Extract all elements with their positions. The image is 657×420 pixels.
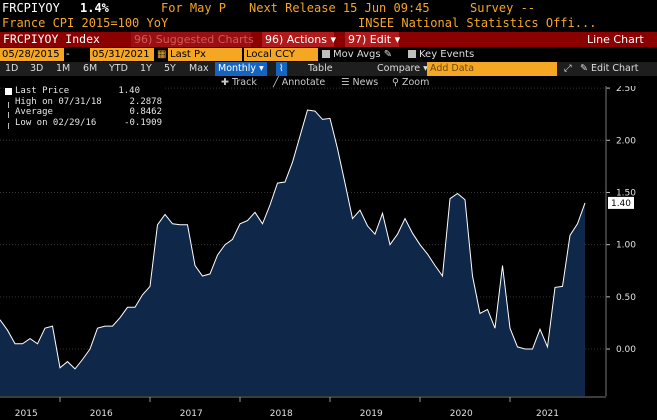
series-area (0, 110, 585, 396)
period-1y[interactable]: 1Y (140, 63, 152, 74)
compare-dropdown[interactable]: Compare ▾ (377, 63, 428, 74)
checkbox-icon (408, 50, 416, 58)
y-tick-label: 2.50 (616, 86, 636, 94)
legend-last-price: Last Price 1.40 (4, 86, 164, 97)
edit-button[interactable]: 97) Edit ▾ (345, 32, 400, 47)
legend-high: High on 07/31/18 2.2878 (4, 97, 164, 108)
y-tick-label: 1.50 (616, 188, 636, 198)
last-value-box (608, 196, 634, 209)
x-tick-label: 2015 (15, 409, 38, 419)
security-name[interactable]: FRCPIYOY Index (0, 32, 130, 47)
period-6m[interactable]: 6M (83, 63, 98, 74)
chart-tools: ✚ Track ╱ Annotate ☰ News ⚲ Zoom (0, 77, 657, 89)
toolbar: FRCPIYOY Index 96) Suggested Charts 96) … (0, 32, 657, 47)
zoom-tool[interactable]: ⚲ Zoom (392, 77, 430, 88)
news-tool[interactable]: ☰ News (341, 77, 379, 88)
last-value-label: 1.40 (611, 199, 631, 209)
description-row: France CPI 2015=100 YoY INSEE National S… (0, 15, 657, 31)
actions-button[interactable]: 96) Actions ▾ (262, 32, 336, 47)
calendar-icon[interactable]: ▦ (157, 49, 167, 60)
table-button[interactable]: Table (308, 63, 333, 74)
expand-icon[interactable]: ⤢ (564, 63, 572, 74)
add-data-input[interactable]: Add Data (427, 62, 557, 76)
x-tick-label: 2020 (450, 409, 473, 419)
y-tick-label: 1.00 (616, 241, 636, 251)
legend-marker (8, 101, 9, 108)
legend: Last Price 1.40 High on 07/31/18 2.2878 … (4, 86, 164, 136)
start-date-field[interactable]: 05/28/2015 (0, 48, 64, 61)
period-5y[interactable]: 5Y (164, 63, 176, 74)
for-period: For May P (161, 1, 227, 15)
field-selector[interactable]: Last Px (168, 48, 242, 61)
y-tick-label: 0.50 (616, 293, 636, 303)
x-tick-label: 2016 (90, 409, 113, 419)
pencil-icon: ✎ (383, 49, 393, 60)
last-value: 1.4% (80, 1, 109, 15)
period-1d[interactable]: 1D (5, 63, 19, 74)
date-separator: - (66, 49, 70, 60)
edit-chart-button[interactable]: ✎ Edit Chart (580, 63, 639, 74)
line-chart[interactable]: 2.502.001.501.000.500.00 2015 2016 2017 201… (0, 86, 657, 420)
legend-low: Low on 02/29/16 -0.1909 (4, 118, 164, 129)
legend-marker (8, 112, 9, 118)
period-row: 1D 3D 1M 6M YTD 1Y 5Y Max Monthly ▾ ⌇ Ta… (0, 62, 657, 76)
chart-type-label[interactable]: Line Chart (587, 33, 644, 46)
period-ytd[interactable]: YTD (109, 63, 128, 74)
y-tick-label: 2.00 (616, 136, 636, 146)
mov-avgs-toggle[interactable]: Mov Avgs ✎ (322, 48, 392, 61)
series-line (0, 109, 586, 370)
ticker-symbol[interactable]: FRCPIYOY (2, 1, 60, 15)
period-max[interactable]: Max (189, 63, 209, 74)
ticker-header: FRCPIYOY 1.4% For May P Next Release 15 … (0, 0, 657, 16)
last-price-marker: 1.40 (608, 196, 634, 209)
period-3d[interactable]: 3D (30, 63, 44, 74)
data-source: INSEE National Statistics Offi... (358, 16, 597, 30)
period-1m[interactable]: 1M (56, 63, 71, 74)
line-chart-icon[interactable]: ⌇ (276, 62, 287, 76)
track-tool[interactable]: ✚ Track (221, 77, 257, 88)
annotate-tool[interactable]: ╱ Annotate (273, 77, 326, 88)
x-tick-label: 2021 (536, 409, 559, 419)
next-release: Next Release 15 Jun 09:45 (249, 1, 430, 15)
end-date-field[interactable]: 05/31/2021 (90, 48, 154, 61)
checkbox-icon (322, 50, 330, 58)
range-row: 05/28/2015 - 05/31/2021 ▦ Last Px Local … (0, 48, 657, 61)
x-tick-label: 2017 (180, 409, 203, 419)
y-axis: 2.50 2.00 1.50 1.00 0.50 0.00 (605, 86, 636, 396)
x-axis: 2015 2016 2017 2018 2019 2020 2021 (0, 396, 606, 419)
legend-average: Average 0.8462 (4, 107, 164, 118)
survey: Survey -- (470, 1, 536, 15)
legend-swatch (5, 88, 12, 95)
x-tick-label: 2019 (360, 409, 383, 419)
currency-selector[interactable]: Local CCY (244, 48, 318, 61)
legend-marker (8, 122, 9, 129)
frequency-dropdown[interactable]: Monthly ▾ (215, 62, 267, 76)
y-tick-label: 0.00 (616, 345, 636, 355)
key-events-toggle[interactable]: Key Events (408, 48, 474, 61)
security-description: France CPI 2015=100 YoY (2, 16, 169, 30)
x-tick-label: 2018 (270, 409, 293, 419)
suggested-charts-button[interactable]: 96) Suggested Charts (131, 32, 254, 47)
